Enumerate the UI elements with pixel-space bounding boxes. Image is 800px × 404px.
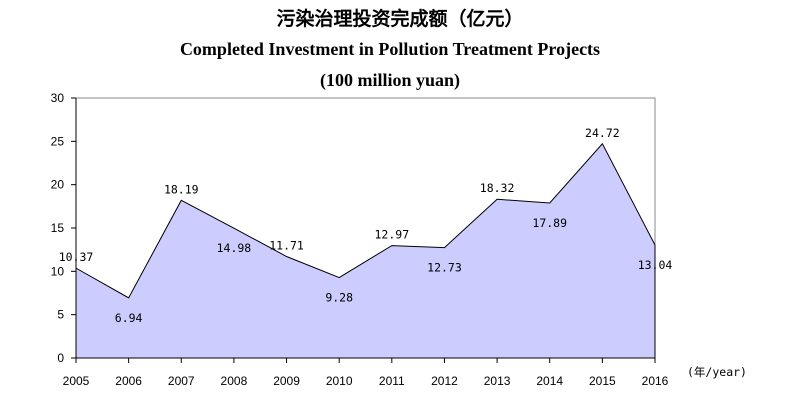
series-area [76, 143, 655, 358]
x-tick-label: 2007 [168, 374, 195, 388]
data-label: 12.97 [375, 228, 410, 242]
data-label: 9.28 [325, 291, 353, 305]
data-label: 13.04 [638, 258, 673, 272]
x-tick-label: 2011 [379, 374, 405, 388]
x-tick-label: 2008 [221, 374, 248, 388]
data-label: 24.72 [585, 126, 620, 140]
x-tick-label: 2006 [115, 374, 142, 388]
y-tick-label: 30 [51, 91, 65, 105]
data-label: 10.37 [59, 250, 94, 264]
data-label: 14.98 [217, 241, 252, 255]
y-tick-label: 10 [51, 264, 65, 278]
data-label: 12.73 [427, 261, 462, 275]
data-label: 6.94 [115, 311, 143, 325]
data-label: 11.71 [269, 239, 304, 253]
data-label: 18.32 [480, 181, 515, 195]
data-label: 18.19 [164, 182, 199, 196]
y-tick-label: 0 [57, 351, 64, 365]
x-tick-label: 2012 [431, 374, 458, 388]
x-tick-label: 2013 [484, 374, 511, 388]
x-tick-label: 2014 [536, 374, 563, 388]
y-tick-label: 15 [51, 221, 65, 235]
x-tick-label: 2016 [642, 374, 669, 388]
x-tick-label: 2015 [589, 374, 616, 388]
data-label: 17.89 [532, 216, 567, 230]
y-tick-label: 5 [57, 308, 64, 322]
chart-unit: (100 million yuan) [319, 70, 461, 90]
x-tick-label: 2009 [273, 374, 300, 388]
x-axis-label: (年/year) [687, 365, 747, 379]
y-tick-label: 20 [51, 178, 65, 192]
x-tick-label: 2010 [326, 374, 353, 388]
chart-title: 污染治理投资完成额（亿元） [276, 8, 524, 30]
y-tick-label: 25 [51, 134, 65, 148]
x-tick-label: 2005 [63, 374, 90, 388]
series-line [75, 142, 656, 299]
chart-subtitle: Completed Investment in Pollution Treatm… [179, 39, 601, 59]
